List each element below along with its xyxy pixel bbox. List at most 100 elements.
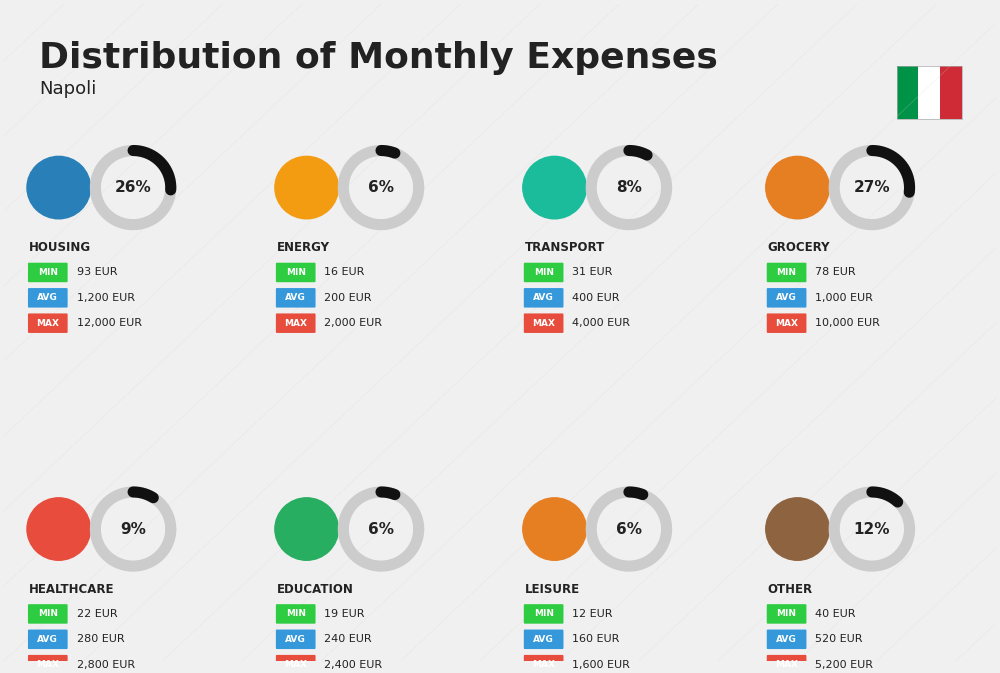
Text: 31 EUR: 31 EUR bbox=[572, 267, 613, 277]
FancyBboxPatch shape bbox=[767, 629, 806, 649]
Text: AVG: AVG bbox=[776, 635, 797, 644]
Text: MAX: MAX bbox=[284, 319, 307, 328]
FancyBboxPatch shape bbox=[276, 655, 316, 673]
Text: Distribution of Monthly Expenses: Distribution of Monthly Expenses bbox=[39, 41, 718, 75]
FancyBboxPatch shape bbox=[918, 66, 940, 119]
Text: 12,000 EUR: 12,000 EUR bbox=[77, 318, 142, 328]
Text: OTHER: OTHER bbox=[768, 583, 813, 596]
FancyBboxPatch shape bbox=[524, 629, 563, 649]
Text: MAX: MAX bbox=[532, 319, 555, 328]
Text: 2,000 EUR: 2,000 EUR bbox=[324, 318, 382, 328]
Text: 6%: 6% bbox=[368, 522, 394, 536]
Text: ENERGY: ENERGY bbox=[277, 241, 330, 254]
FancyBboxPatch shape bbox=[767, 288, 806, 308]
Text: 8%: 8% bbox=[616, 180, 642, 195]
FancyBboxPatch shape bbox=[276, 629, 316, 649]
Circle shape bbox=[27, 156, 90, 219]
Text: AVG: AVG bbox=[776, 293, 797, 302]
FancyBboxPatch shape bbox=[767, 655, 806, 673]
FancyBboxPatch shape bbox=[767, 262, 806, 282]
Text: 26%: 26% bbox=[115, 180, 151, 195]
Text: 10,000 EUR: 10,000 EUR bbox=[815, 318, 880, 328]
Text: HOUSING: HOUSING bbox=[29, 241, 91, 254]
FancyBboxPatch shape bbox=[276, 314, 316, 333]
FancyBboxPatch shape bbox=[524, 262, 563, 282]
Circle shape bbox=[275, 498, 338, 560]
Text: AVG: AVG bbox=[533, 293, 554, 302]
FancyBboxPatch shape bbox=[28, 262, 68, 282]
FancyBboxPatch shape bbox=[276, 262, 316, 282]
Text: 1,200 EUR: 1,200 EUR bbox=[77, 293, 135, 303]
Circle shape bbox=[523, 156, 586, 219]
Text: AVG: AVG bbox=[285, 293, 306, 302]
FancyBboxPatch shape bbox=[524, 604, 563, 624]
Text: 27%: 27% bbox=[854, 180, 890, 195]
Text: MIN: MIN bbox=[777, 268, 797, 277]
Text: MIN: MIN bbox=[534, 268, 554, 277]
Text: EDUCATION: EDUCATION bbox=[277, 583, 354, 596]
Text: 93 EUR: 93 EUR bbox=[77, 267, 117, 277]
FancyBboxPatch shape bbox=[276, 604, 316, 624]
FancyBboxPatch shape bbox=[524, 314, 563, 333]
Text: MAX: MAX bbox=[36, 660, 59, 669]
Circle shape bbox=[766, 156, 829, 219]
FancyBboxPatch shape bbox=[897, 66, 918, 119]
Text: 6%: 6% bbox=[368, 180, 394, 195]
Text: AVG: AVG bbox=[37, 635, 58, 644]
Text: 78 EUR: 78 EUR bbox=[815, 267, 856, 277]
Text: 240 EUR: 240 EUR bbox=[324, 634, 372, 644]
FancyBboxPatch shape bbox=[940, 66, 962, 119]
Circle shape bbox=[27, 498, 90, 560]
FancyBboxPatch shape bbox=[767, 604, 806, 624]
Text: AVG: AVG bbox=[285, 635, 306, 644]
FancyBboxPatch shape bbox=[28, 314, 68, 333]
Text: AVG: AVG bbox=[533, 635, 554, 644]
Text: MAX: MAX bbox=[532, 660, 555, 669]
Text: 12 EUR: 12 EUR bbox=[572, 609, 613, 619]
Text: HEALTHCARE: HEALTHCARE bbox=[29, 583, 114, 596]
Text: MAX: MAX bbox=[775, 319, 798, 328]
Text: 6%: 6% bbox=[616, 522, 642, 536]
FancyBboxPatch shape bbox=[28, 655, 68, 673]
Text: TRANSPORT: TRANSPORT bbox=[525, 241, 605, 254]
Text: AVG: AVG bbox=[37, 293, 58, 302]
FancyBboxPatch shape bbox=[276, 288, 316, 308]
Text: MIN: MIN bbox=[38, 268, 58, 277]
Text: MAX: MAX bbox=[36, 319, 59, 328]
FancyBboxPatch shape bbox=[524, 288, 563, 308]
Text: 40 EUR: 40 EUR bbox=[815, 609, 856, 619]
Text: 22 EUR: 22 EUR bbox=[77, 609, 117, 619]
FancyBboxPatch shape bbox=[28, 288, 68, 308]
Text: MIN: MIN bbox=[286, 268, 306, 277]
Text: 1,000 EUR: 1,000 EUR bbox=[815, 293, 873, 303]
Text: GROCERY: GROCERY bbox=[768, 241, 830, 254]
Text: MIN: MIN bbox=[777, 610, 797, 618]
Circle shape bbox=[523, 498, 586, 560]
Text: 5,200 EUR: 5,200 EUR bbox=[815, 660, 873, 670]
Text: 2,800 EUR: 2,800 EUR bbox=[77, 660, 135, 670]
Text: 280 EUR: 280 EUR bbox=[77, 634, 124, 644]
Text: 9%: 9% bbox=[120, 522, 146, 536]
Text: 160 EUR: 160 EUR bbox=[572, 634, 620, 644]
Text: 16 EUR: 16 EUR bbox=[324, 267, 365, 277]
Text: 2,400 EUR: 2,400 EUR bbox=[324, 660, 383, 670]
Text: 520 EUR: 520 EUR bbox=[815, 634, 863, 644]
Text: 400 EUR: 400 EUR bbox=[572, 293, 620, 303]
Text: 12%: 12% bbox=[854, 522, 890, 536]
Text: 200 EUR: 200 EUR bbox=[324, 293, 372, 303]
Text: 19 EUR: 19 EUR bbox=[324, 609, 365, 619]
Text: MAX: MAX bbox=[775, 660, 798, 669]
Circle shape bbox=[275, 156, 338, 219]
FancyBboxPatch shape bbox=[28, 629, 68, 649]
Text: MIN: MIN bbox=[286, 610, 306, 618]
Text: LEISURE: LEISURE bbox=[525, 583, 580, 596]
Text: 1,600 EUR: 1,600 EUR bbox=[572, 660, 630, 670]
Text: 4,000 EUR: 4,000 EUR bbox=[572, 318, 630, 328]
Text: MIN: MIN bbox=[534, 610, 554, 618]
FancyBboxPatch shape bbox=[524, 655, 563, 673]
Text: Napoli: Napoli bbox=[39, 80, 96, 98]
Text: MIN: MIN bbox=[38, 610, 58, 618]
FancyBboxPatch shape bbox=[28, 604, 68, 624]
Text: MAX: MAX bbox=[284, 660, 307, 669]
FancyBboxPatch shape bbox=[767, 314, 806, 333]
